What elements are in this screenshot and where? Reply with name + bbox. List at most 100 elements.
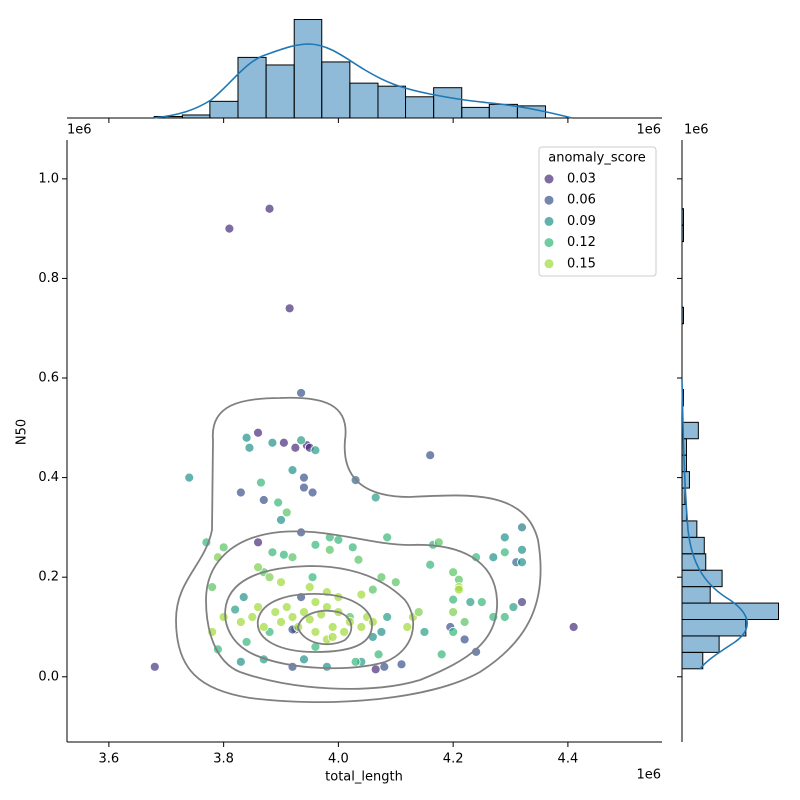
point (310, 627, 321, 637)
y-tick-label: 0.0 (38, 669, 59, 684)
point (247, 612, 258, 622)
x-tick-label: 4.4 (558, 752, 579, 767)
point (299, 482, 309, 493)
legend-label: 0.12 (567, 235, 596, 250)
histogram-bar (681, 635, 720, 653)
point (207, 582, 218, 593)
histogram-bar (405, 96, 435, 119)
histogram-bar (293, 19, 323, 119)
histogram-bar (681, 224, 684, 243)
offset-label: 1e6 (636, 123, 661, 138)
point (287, 661, 298, 672)
marginal-kde (153, 43, 573, 119)
point (281, 602, 292, 612)
point (296, 388, 306, 398)
legend-label: 0.15 (567, 256, 596, 271)
point (339, 627, 350, 637)
point (267, 437, 278, 448)
point (356, 622, 367, 632)
y-tick-label: 0.2 (38, 570, 59, 585)
histogram-bar (681, 651, 704, 670)
kde-contour (297, 609, 353, 646)
offset-label: 1e6 (636, 768, 661, 783)
point (465, 597, 476, 607)
point (448, 607, 459, 617)
point (373, 649, 384, 660)
legend-label: 0.06 (567, 193, 596, 208)
point (224, 223, 235, 234)
point (264, 203, 275, 214)
legend-label: 0.09 (567, 214, 596, 229)
point (436, 649, 447, 660)
point (310, 597, 321, 607)
point (273, 497, 284, 508)
point (287, 465, 298, 476)
point (235, 656, 246, 667)
point (276, 515, 286, 525)
point (568, 622, 579, 632)
point (276, 577, 286, 588)
histogram-bar (461, 106, 490, 119)
point (327, 622, 338, 632)
point (322, 661, 332, 672)
marginal-kde (681, 379, 748, 670)
legend-label: 0.03 (567, 172, 596, 187)
histogram-bar (265, 64, 295, 119)
point (281, 507, 292, 518)
point (396, 659, 407, 670)
histogram-bar (681, 306, 684, 325)
point (253, 427, 263, 438)
point (402, 622, 413, 632)
point (241, 432, 252, 443)
kde-contour (175, 396, 542, 703)
point (244, 442, 255, 453)
histogram-bar (181, 114, 211, 119)
point (356, 589, 367, 600)
point (299, 654, 309, 665)
point (425, 450, 436, 461)
histogram-bar (681, 208, 684, 226)
point (376, 627, 387, 637)
point (499, 532, 510, 543)
point (256, 477, 266, 488)
point (278, 437, 289, 448)
point (307, 572, 318, 583)
y-tick-label: 0.4 (38, 470, 59, 485)
point (324, 544, 335, 555)
histogram-bar (377, 85, 407, 119)
legend-marker (544, 216, 554, 226)
point (310, 539, 321, 550)
point (459, 634, 470, 645)
point (264, 572, 275, 583)
point (241, 637, 252, 647)
point (287, 552, 298, 563)
point (453, 584, 464, 595)
point (476, 597, 487, 607)
point (235, 487, 246, 498)
point (270, 607, 281, 617)
point (278, 549, 289, 560)
point (508, 602, 519, 612)
point (390, 577, 401, 588)
point (488, 552, 499, 563)
point (258, 495, 269, 505)
point (370, 664, 381, 675)
point (230, 604, 241, 615)
y-tick-label: 1.0 (38, 171, 59, 186)
y-axis-label: N50 (15, 419, 30, 445)
kde-contour (224, 565, 414, 670)
point (327, 632, 338, 642)
point (448, 567, 459, 578)
point (296, 435, 306, 446)
legend-title: anomaly_score (548, 151, 646, 166)
kde-contour (205, 530, 498, 690)
kde-contour (257, 593, 373, 653)
point (290, 442, 301, 453)
point (448, 627, 459, 637)
histogram-bar (681, 619, 747, 637)
histogram-bar (681, 586, 711, 604)
point (184, 472, 195, 483)
legend-marker (544, 195, 554, 205)
histogram-bar (681, 487, 686, 505)
